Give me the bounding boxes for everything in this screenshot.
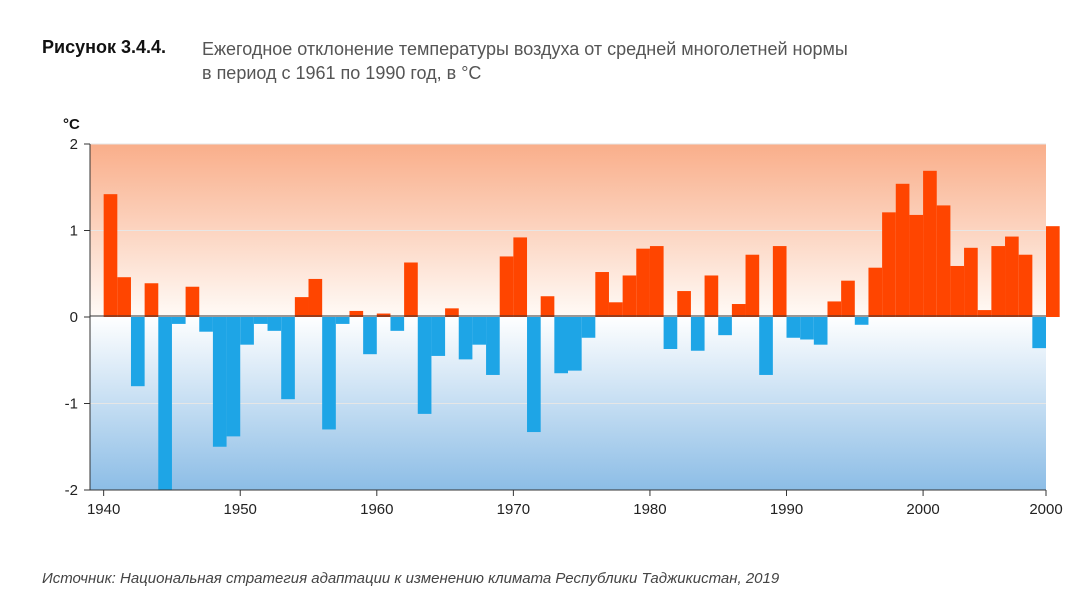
bar-1985 [718,317,732,336]
bar-1996 [868,267,883,317]
bar-1959 [363,317,377,355]
bar-1957 [335,317,350,324]
x-tick-label: 2000 [906,501,939,518]
bar-1972 [540,296,555,317]
temperature-anomaly-chart: 2 1 0 -1 -2 1940 1950 1960 1970 1980 1990 2000 2000… [63,116,1063,518]
bar-1987 [745,254,760,317]
bar-1942 [130,317,145,387]
bar-1995 [854,317,869,325]
bar-1983 [690,317,705,351]
bar-1992 [813,317,828,345]
bar-1941 [117,277,131,317]
y-axis-ticks: 2 1 0 -1 -2 [65,136,90,499]
bar-1954 [294,297,309,317]
bar-1950 [240,317,254,345]
bar-1989 [772,246,787,317]
y-tick-label: 1 [70,223,78,240]
bar-1967 [472,317,487,345]
bar-1953 [281,317,295,400]
bar-1940 [103,194,118,317]
bar-1960 [376,313,391,317]
bar-2000 [923,170,937,317]
bar-1993 [827,301,842,317]
bar-2004 [977,310,992,317]
bar-1991 [800,317,814,340]
bar-1998 [895,183,910,317]
bar-1974 [568,317,582,371]
bar-1948 [212,317,227,447]
bars [103,170,1060,490]
bar-1975 [581,317,596,338]
bar-1990 [786,317,801,338]
bar-1956 [322,317,336,430]
bar-1964 [431,317,446,356]
bar-1978 [622,275,637,317]
x-tick-label: 1970 [497,501,530,518]
x-tick-label: 1950 [224,501,257,518]
bar-1994 [841,280,855,317]
x-tick-label: 1960 [360,501,393,518]
bar-2001 [936,205,951,317]
y-tick-label: -1 [65,396,78,413]
bar-1977 [608,302,623,317]
bar-2009 [1046,226,1060,317]
bar-1986 [731,304,746,317]
bar-2005 [991,246,1006,317]
bar-1988 [759,317,773,375]
x-tick-label: 1940 [87,501,120,518]
bar-2006 [1005,236,1019,317]
bar-1971 [527,317,541,433]
bar-1997 [882,212,896,317]
bar-1979 [636,248,650,317]
figure-title: Ежегодное отклонение температуры воздуха… [202,37,848,85]
bar-1961 [390,317,405,331]
bar-2007 [1018,254,1033,317]
bar-1947 [199,317,213,332]
x-tick-label: 1980 [633,501,666,518]
bar-1946 [185,286,200,317]
bar-1962 [404,262,418,317]
bar-1970 [513,237,528,317]
bar-1969 [499,256,514,317]
figure-title-line-2: в период с 1961 по 1990 год, в °С [202,63,482,83]
bar-1963 [417,317,432,414]
bar-2002 [950,265,965,317]
bar-1944 [158,317,172,490]
figure-title-line-1: Ежегодное отклонение температуры воздуха… [202,39,848,59]
bar-1984 [704,275,719,317]
bar-2008 [1032,317,1046,349]
figure-label: Рисунок 3.4.4. [42,37,167,57]
bar-1945 [171,317,186,324]
bar-2003 [964,247,978,317]
bar-1943 [144,283,159,317]
y-tick-label: 0 [70,309,78,326]
bar-1981 [663,317,678,349]
bar-1965 [445,308,459,317]
bar-1973 [554,317,568,374]
bar-1999 [909,214,924,317]
bar-1976 [595,272,609,317]
bar-1958 [349,310,364,317]
bar-1955 [308,278,323,317]
bar-1949 [226,317,241,437]
bar-1951 [253,317,268,324]
y-axis-unit-label: °С [63,116,80,133]
x-tick-label: 1990 [770,501,803,518]
bar-1966 [458,317,473,360]
source-note: Источник: Национальная стратегия адаптац… [42,570,780,587]
bar-1982 [677,291,691,317]
y-tick-label: -2 [65,482,78,499]
bar-1952 [267,317,282,331]
y-tick-label: 2 [70,136,78,153]
x-axis-ticks: 1940 1950 1960 1970 1980 1990 2000 2000 [87,490,1063,518]
bar-1968 [486,317,500,375]
bar-1980 [649,246,664,317]
x-tick-label: 2000 [1029,501,1062,518]
